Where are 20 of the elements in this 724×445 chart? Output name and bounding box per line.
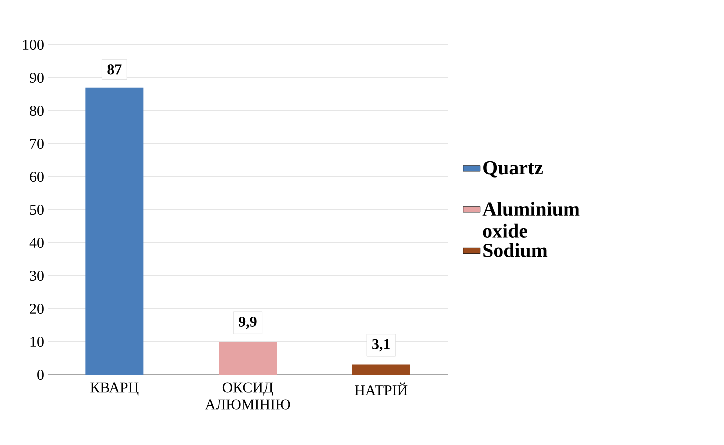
x-tick-label: НАТРІЙ [355,382,408,396]
data-label: 87 [108,64,122,75]
x-tick-label: КВАРЦ [90,382,139,396]
y-tick-label: 50 [30,204,44,216]
legend-label: Sodium [484,243,548,258]
y-tick-label: 80 [30,106,44,116]
y-tick-label: 0 [38,370,44,380]
data-label: 3,1 [372,339,390,352]
y-tick-label: 100 [23,40,44,50]
legend-label: Aluminium oxide [482,202,580,238]
y-tick-label: 30 [30,270,44,282]
data-label: 9,9 [239,316,257,330]
y-tick-label: 60 [30,172,44,182]
legend-label: Quartz [484,161,544,178]
y-tick-label: 70 [30,138,44,150]
y-tick-label: 40 [30,238,44,248]
y-tick-label: 20 [30,304,44,314]
y-tick-label: 10 [30,336,44,348]
y-tick-label: 90 [30,72,44,84]
x-tick-label: ОКСИД АЛЮМІНІЮ [205,382,290,410]
